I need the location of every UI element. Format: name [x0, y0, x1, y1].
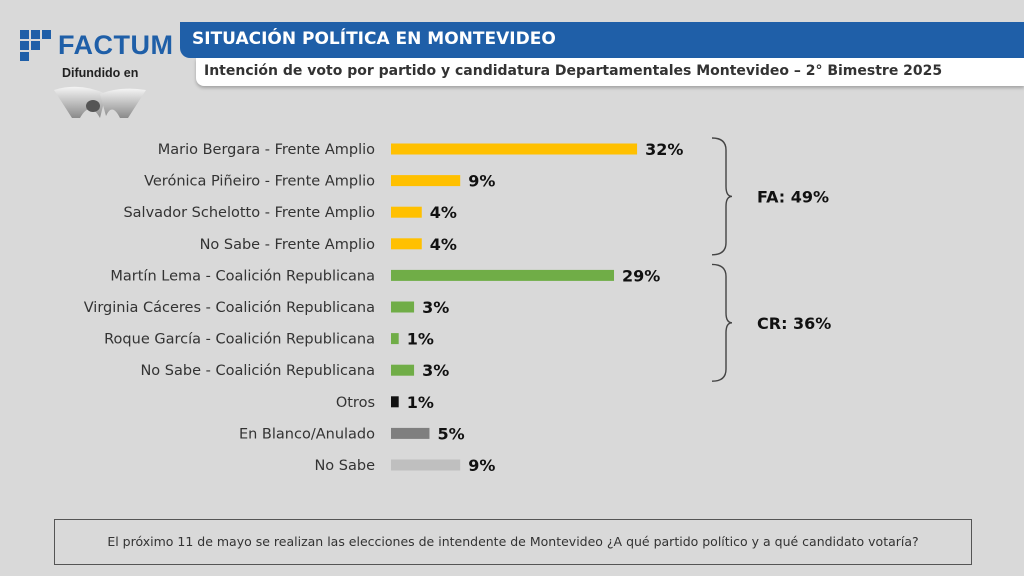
bar: [391, 333, 399, 345]
category-label: Martín Lema - Coalición Republicana: [110, 268, 375, 284]
bar: [391, 238, 422, 250]
value-label: 5%: [437, 424, 464, 443]
bar: [391, 459, 461, 471]
value-label: 3%: [422, 361, 449, 380]
bar: [391, 175, 461, 187]
brand-name: FACTUM: [58, 30, 174, 60]
category-label: Otros: [336, 395, 375, 411]
value-label: 29%: [622, 266, 660, 285]
bar: [391, 143, 638, 155]
category-label: No Sabe - Frente Amplio: [200, 237, 376, 253]
value-label: 32%: [645, 140, 683, 159]
category-label: Verónica Piñeiro - Frente Amplio: [144, 174, 375, 190]
category-label: Virginia Cáceres - Coalición Republicana: [84, 300, 375, 316]
category-label: Mario Bergara - Frente Amplio: [158, 142, 375, 158]
subtitle-bar: Intención de voto por partido y candidat…: [196, 58, 1024, 86]
value-label: 1%: [407, 330, 434, 349]
bar: [391, 206, 422, 218]
category-label: Salvador Schelotto - Frente Amplio: [123, 205, 375, 221]
category-label: No Sabe: [314, 458, 375, 474]
survey-question: El próximo 11 de mayo se realizan las el…: [107, 534, 919, 549]
bar: [391, 427, 430, 439]
bar: [391, 396, 399, 408]
page-subtitle: Intención de voto por partido y candidat…: [204, 63, 943, 79]
value-label: 3%: [422, 298, 449, 317]
vote-intention-chart: Mario Bergara - Frente Amplio 32% Verónica…: [84, 137, 831, 475]
value-label: 4%: [430, 235, 457, 254]
group-bracket: [711, 263, 733, 382]
group-total-label: CR: 36%: [757, 314, 831, 333]
group-bracket: [711, 137, 733, 256]
group-total-label: FA: 49%: [757, 187, 829, 206]
category-label: Roque García - Coalición Republicana: [104, 332, 375, 348]
value-label: 9%: [468, 172, 495, 191]
bar: [391, 269, 615, 281]
question-box: El próximo 11 de mayo se realizan las el…: [54, 519, 972, 565]
page-title: SITUACIÓN POLÍTICA EN MONTEVIDEO: [192, 29, 556, 49]
title-bar: SITUACIÓN POLÍTICA EN MONTEVIDEO: [180, 22, 1024, 58]
bar: [391, 301, 415, 313]
factum-logo: FACTUM Difundido en: [18, 26, 173, 126]
value-label: 4%: [430, 203, 457, 222]
category-label: En Blanco/Anulado: [239, 426, 375, 442]
bar: [391, 364, 415, 376]
category-label: No Sabe - Coalición Republicana: [140, 363, 375, 379]
media-logo-icon: [54, 86, 146, 118]
value-label: 9%: [468, 456, 495, 475]
value-label: 1%: [407, 393, 434, 412]
factum-logo-icon: [20, 30, 51, 61]
diffused-label: Difundido en: [62, 66, 139, 80]
